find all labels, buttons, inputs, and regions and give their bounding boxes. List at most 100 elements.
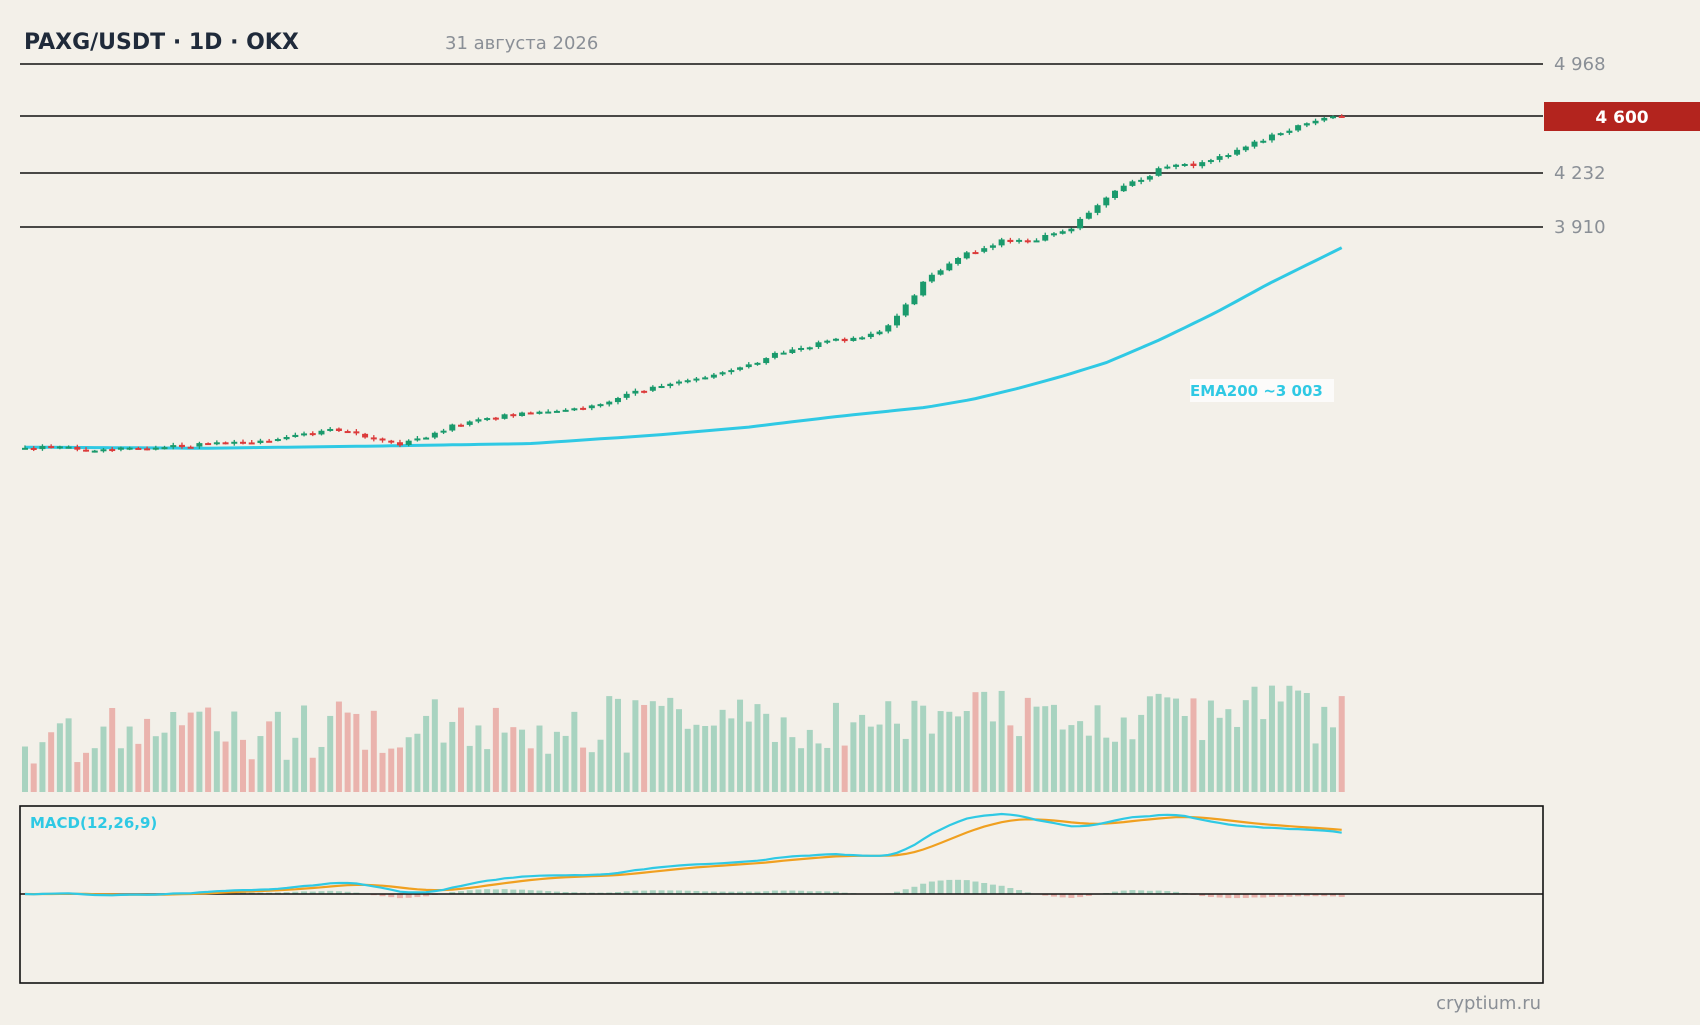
candle-body	[1303, 123, 1310, 126]
candle-body	[1181, 163, 1188, 166]
volume-bar	[841, 745, 848, 792]
macd-histogram-bar	[449, 892, 456, 894]
macd-histogram-bar	[1077, 894, 1084, 898]
volume-bar	[484, 749, 491, 792]
volume-bar	[335, 701, 342, 792]
macd-histogram-bar	[667, 890, 674, 894]
candle-body	[205, 443, 212, 446]
macd-histogram-bar	[641, 890, 648, 894]
volume-bar	[1103, 737, 1110, 792]
candle-body	[91, 450, 98, 453]
candle-body	[39, 446, 46, 450]
macd-histogram-bar	[780, 890, 787, 894]
volume-bar	[806, 729, 813, 792]
macd-line	[24, 812, 1342, 897]
volume-bar	[614, 698, 621, 792]
candle-body	[780, 352, 787, 355]
macd-histogram-bar	[1016, 890, 1023, 894]
macd-histogram-bar	[519, 889, 526, 894]
candle-body	[719, 372, 726, 375]
volume-bar	[1242, 700, 1249, 792]
candle-body	[100, 449, 107, 452]
volume-bar	[859, 714, 866, 792]
candle-body	[22, 447, 28, 450]
candle-body	[301, 433, 308, 436]
candle-body	[30, 447, 37, 450]
macd-histogram-bar	[240, 892, 246, 894]
volume-bar	[100, 726, 107, 792]
candle-body	[946, 263, 953, 271]
macd-histogram-bar	[998, 885, 1005, 894]
candle-body	[1042, 235, 1049, 241]
volume-bar	[178, 725, 185, 792]
candle-body	[1268, 134, 1275, 141]
volume-bar	[475, 725, 482, 792]
macd-histogram-bar	[292, 891, 299, 894]
macd-histogram-bar	[1207, 894, 1214, 898]
candle-body	[902, 304, 909, 316]
candle-body	[867, 333, 874, 338]
macd-histogram-bar	[1321, 894, 1328, 897]
candle-body	[1164, 166, 1171, 169]
ema-label: EMA200 ~3 003	[1190, 382, 1323, 400]
candle-body	[1242, 146, 1249, 151]
candle-body	[423, 437, 430, 440]
macd-histogram-bar	[894, 891, 900, 894]
volume-bar	[920, 705, 927, 792]
candle-body	[213, 442, 220, 445]
volume-bar	[492, 707, 499, 792]
macd-histogram-bar	[309, 891, 316, 894]
candle-body	[1024, 240, 1031, 243]
volume-bar	[48, 732, 55, 792]
candle-body	[832, 338, 839, 341]
volume-bar	[536, 725, 543, 792]
candle-body	[1225, 155, 1232, 158]
volume-bar	[1007, 725, 1014, 792]
volume-bar	[466, 745, 473, 792]
macd-histogram-bar	[484, 889, 491, 894]
candle-body	[283, 436, 290, 440]
candle-body	[623, 393, 630, 398]
candle-body	[484, 418, 491, 421]
macd-histogram-bar	[1042, 894, 1049, 896]
candle-body	[65, 446, 72, 449]
volume-bar	[667, 697, 674, 792]
volume-bar	[1251, 686, 1258, 792]
candle-body	[1330, 116, 1336, 119]
candle-body	[248, 442, 255, 445]
volume-bar	[737, 699, 744, 792]
candle-body	[937, 270, 944, 275]
volume-bar	[1050, 704, 1057, 792]
candle-body	[763, 358, 770, 364]
volume-bar	[144, 718, 151, 792]
volume-bar	[771, 741, 778, 792]
candle-body	[56, 446, 63, 449]
candle-body	[1295, 125, 1302, 131]
volume-bar	[1303, 692, 1310, 792]
candle-body	[1338, 115, 1345, 118]
macd-histogram-bar	[1085, 894, 1092, 896]
macd-histogram-bar	[606, 892, 613, 894]
candle-body	[536, 411, 543, 414]
volume-bar	[719, 709, 726, 792]
candle-body	[1234, 149, 1241, 155]
volume-bar	[1155, 693, 1162, 792]
macd-histogram-bar	[1068, 894, 1075, 898]
macd-histogram-bar	[702, 891, 709, 894]
candle-body	[449, 424, 456, 431]
macd-histogram-bar	[1286, 894, 1293, 897]
volume-bar	[362, 749, 369, 792]
macd-histogram-bar	[763, 891, 770, 894]
candle-body	[632, 390, 639, 394]
volume-bar	[1120, 717, 1127, 792]
macd-histogram-bar	[902, 889, 909, 894]
macd-histogram-bar	[492, 889, 499, 894]
footer-brand: cryptium.ru	[1436, 993, 1541, 1014]
macd-histogram-bar	[414, 894, 421, 898]
candle-body	[667, 383, 674, 387]
candle-body	[510, 414, 517, 417]
candle-body	[841, 338, 848, 342]
candle-body	[231, 441, 238, 444]
volume-bar	[117, 748, 124, 792]
